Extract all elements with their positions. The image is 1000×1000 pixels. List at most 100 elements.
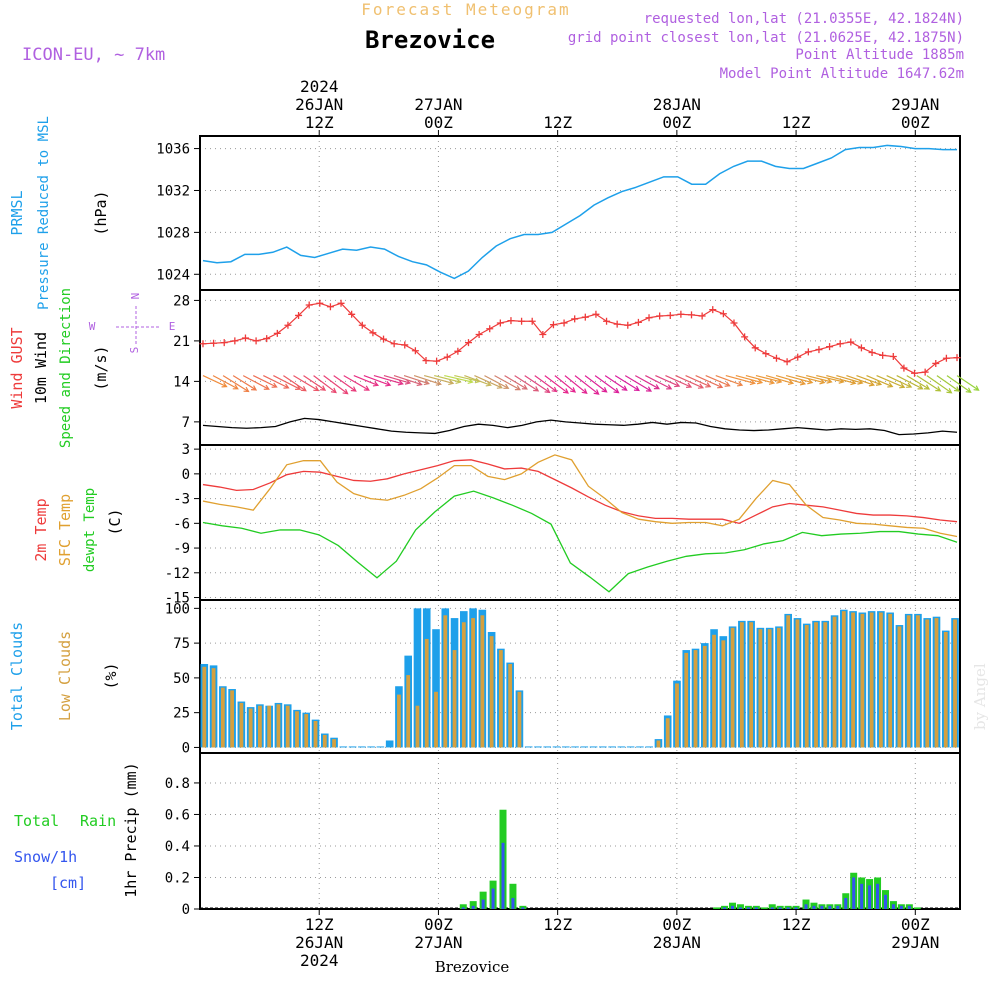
gust-marker <box>868 348 876 356</box>
gust-marker <box>496 319 504 327</box>
x-date-top: 26JAN <box>295 95 343 114</box>
low-cloud-bar <box>786 615 791 748</box>
pressure-label-unit: (hPa) <box>92 190 110 235</box>
wind-direction-arrow <box>856 375 883 386</box>
low-cloud-bar <box>823 622 828 748</box>
total-cloud-bar <box>432 629 440 748</box>
low-cloud-bar <box>777 627 781 748</box>
low-cloud-bar <box>415 705 420 748</box>
total-cloud-bar <box>339 746 348 748</box>
low-cloud-bar <box>295 711 299 748</box>
wind-direction-arrow <box>584 375 608 393</box>
total-cloud-bar <box>367 746 375 748</box>
temp-2m-line <box>202 459 958 525</box>
pressure-line <box>202 144 958 280</box>
gust-marker <box>783 358 791 366</box>
pressure-label-prmsl: PRMSL <box>8 190 26 235</box>
total-cloud-bar <box>580 746 589 748</box>
snow-bar <box>907 905 911 909</box>
low-cloud-bar <box>656 740 661 748</box>
x-label-top: 12Z <box>305 113 334 132</box>
snow-bar <box>481 899 485 909</box>
grid-coords: grid point closest lon,lat (21.0625E, 42… <box>568 30 964 46</box>
gust-marker <box>794 353 802 361</box>
x-label-top: 12Z <box>543 113 572 132</box>
y-tick-label: 1024 <box>156 267 190 283</box>
y-tick-label: -15 <box>165 591 190 607</box>
rain-bar <box>469 901 477 909</box>
wind-direction-arrow <box>866 375 894 388</box>
wind-direction-arrow <box>504 375 528 390</box>
gust-marker <box>953 354 961 362</box>
gust-marker <box>581 313 589 321</box>
pressure-label-long: Pressure Reduced to MSL <box>36 116 52 310</box>
wind-direction-arrow <box>604 375 628 391</box>
low-cloud-bar <box>248 708 253 748</box>
gust-marker <box>900 364 908 372</box>
compass-w: W <box>89 320 96 333</box>
low-cloud-bar <box>434 691 438 748</box>
total-cloud-bar <box>413 608 422 748</box>
low-cloud-bar <box>508 663 513 748</box>
x-year-top: 2024 <box>300 77 339 96</box>
snow-bar <box>738 907 742 909</box>
gust-marker <box>380 335 388 343</box>
gust-marker <box>305 301 313 309</box>
panel-temp: 3 0 -3 -6 -9 -12 -15 <box>165 442 961 607</box>
low-cloud-bar <box>804 625 809 748</box>
total-cloud-bar <box>645 746 653 748</box>
low-cloud-bar <box>452 650 457 748</box>
chart-title: Forecast Meteogram <box>361 0 570 19</box>
snow-bar <box>471 905 475 909</box>
rain-bar <box>913 907 921 909</box>
snow-bar <box>820 905 824 909</box>
x-label-bottom: 12Z <box>543 915 572 934</box>
low-cloud-bar <box>267 705 272 748</box>
wind-direction-arrow <box>303 375 327 391</box>
gust-marker <box>422 357 430 365</box>
gust-marker <box>284 321 292 329</box>
gust-marker <box>772 354 780 362</box>
low-cloud-bar <box>480 615 485 748</box>
wind-direction-arrow <box>343 375 370 391</box>
gust-marker <box>688 311 696 319</box>
compass-n: N <box>129 293 142 300</box>
panel-pressure: 1024 1028 1032 1036 <box>156 135 961 291</box>
wind-direction-arrow <box>956 375 980 391</box>
low-cloud-bar <box>276 704 281 748</box>
total-cloud-bar <box>571 746 579 748</box>
total-cloud-bar <box>599 746 607 748</box>
gust-marker <box>656 312 664 320</box>
gust-marker <box>603 317 611 325</box>
wind-direction-arrow <box>635 375 661 390</box>
low-cloud-bar <box>230 690 235 748</box>
rain-bar <box>768 904 776 909</box>
gust-marker <box>454 347 462 355</box>
wind-direction-arrow <box>514 375 540 392</box>
x-label-top: 00Z <box>424 113 453 132</box>
y-tick-label: -3 <box>173 492 190 508</box>
wind-direction-arrow <box>263 375 290 389</box>
snow-bar <box>746 907 750 909</box>
total-cloud-bar <box>534 746 542 748</box>
y-tick-label: -9 <box>173 541 190 557</box>
wind-direction-arrow <box>232 375 258 391</box>
wind-direction-arrow <box>796 375 826 385</box>
total-cloud-bar <box>543 746 552 748</box>
low-cloud-bar <box>258 705 262 748</box>
wind-direction-arrow <box>574 375 600 395</box>
gust-marker <box>815 346 823 354</box>
gust-marker <box>443 353 451 361</box>
low-cloud-bar <box>332 739 336 748</box>
y-tick-label: 0.2 <box>165 870 190 886</box>
gust-marker <box>528 317 536 325</box>
gust-marker <box>911 369 919 377</box>
rain-bar <box>736 904 744 909</box>
snow-bar <box>786 907 790 909</box>
gust-marker <box>677 310 685 318</box>
low-cloud-bar <box>749 622 754 748</box>
x-date-bottom: 26JAN <box>295 933 343 952</box>
gust-marker <box>889 353 897 361</box>
low-cloud-bar <box>424 638 429 748</box>
temp-sfc-line <box>202 454 958 538</box>
